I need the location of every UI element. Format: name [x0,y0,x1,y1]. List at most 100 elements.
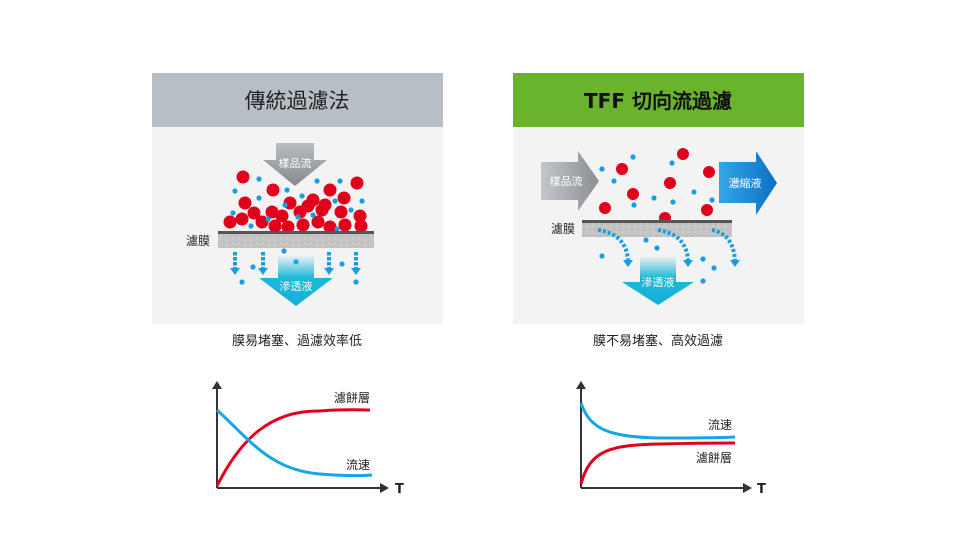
small-particle [232,188,238,194]
right-flow-curve [579,402,736,440]
small-particle [310,212,316,218]
small-particle [631,202,637,208]
large-particle [266,183,280,197]
small-particle [711,265,717,271]
permeate-curved-dash [597,228,630,261]
small-particle [256,195,262,201]
large-particle [265,205,279,219]
small-particle [654,245,660,251]
left-flow-curve [215,408,373,478]
small-particle [630,154,636,160]
large-particle [223,215,237,229]
large-particle [275,209,289,223]
left-membrane [218,233,374,248]
large-particle [238,196,252,210]
right-membrane [582,222,732,237]
permeate-curved-dash [657,228,690,261]
permeate-arrow [259,255,333,306]
permeate-dash [327,262,331,266]
sample-flow-arrow-down [263,143,327,186]
left-membrane-surface [218,231,374,234]
left-panel: 傳統過濾法 樣品流 濾膜 滲透液 膜易堵塞、過濾效率低 [152,73,443,349]
left-flow-label: 流速 [346,458,370,472]
large-particle [627,188,639,200]
large-particle [599,202,611,214]
small-particle [709,197,715,203]
left-cake-label: 濾餅層 [334,390,370,405]
permeate-dash [261,262,265,266]
left-header [152,73,443,127]
large-particle [311,215,325,229]
permeate-arrowhead [730,260,740,267]
small-particle [334,226,340,232]
large-particle [315,203,329,217]
right-flow-label: 流速 [708,418,732,432]
right-membrane-label: 濾膜 [551,221,575,236]
large-particle [255,215,269,229]
large-particle [701,204,713,216]
permeate-arrowhead [351,268,361,275]
large-particle [296,218,310,232]
permeate-dash [354,257,358,261]
large-particle [281,220,295,234]
large-particle [236,170,250,184]
large-particle [323,220,337,234]
left-particles [223,170,368,234]
small-particle [281,248,287,254]
right-permeate-flow-arrows [597,228,740,284]
permeate-arrow [622,256,694,305]
small-particle [700,278,706,284]
right-sample-flow-label: 樣品流 [550,174,583,188]
permeate-curved-dash [711,228,737,261]
large-particle [350,176,364,190]
small-particle [314,178,320,184]
left-title: 傳統過濾法 [245,89,350,113]
permeate-arrowhead [230,268,240,275]
large-particle [664,177,676,189]
small-particle [643,237,649,243]
small-particle [239,279,245,285]
small-particle [299,193,305,199]
left-graph: 濾餅層 流速 T [212,381,404,497]
small-particle [250,264,256,270]
right-axes [580,385,745,489]
large-particle [334,205,348,219]
small-particle [230,210,236,216]
retentate-arrow [719,151,777,215]
left-permeate-flow-arrows [230,248,361,285]
small-particle [248,223,254,229]
right-cake-curve [579,441,736,485]
small-particle [332,198,338,204]
right-x-axis-label: T [757,482,766,497]
small-particle [599,253,605,259]
right-permeate-label: 滲透液 [642,275,675,289]
right-title: TFF 切向流過濾 [584,89,732,113]
large-particle [323,183,337,197]
small-particle [700,256,706,262]
small-particle [353,279,359,285]
permeate-arrowhead [258,268,268,275]
left-sample-flow-label: 樣品流 [279,156,312,170]
large-particle [353,209,367,223]
left-x-axis-label: T [395,482,404,497]
small-particle [691,189,697,195]
right-panel: TFF 切向流過濾 樣品流 濃縮液 濾膜 滲透液 膜不易堵塞、高效過濾 [513,73,804,349]
large-particle [703,166,715,178]
right-membrane-surface [582,220,732,223]
sample-flow-arrow-right [541,151,599,211]
small-particle [359,198,365,204]
permeate-dash [233,252,237,256]
retentate-label: 濃縮液 [729,176,762,190]
small-particle [611,178,617,184]
small-particle [265,216,271,222]
left-axes [216,385,382,489]
permeate-dash [233,257,237,261]
small-particle [256,176,262,182]
large-particle [354,219,368,233]
large-particle [235,212,249,226]
small-particle [669,160,675,166]
large-particle [337,191,351,205]
right-header [513,73,804,127]
left-caption: 膜易堵塞、過濾效率低 [232,333,362,349]
